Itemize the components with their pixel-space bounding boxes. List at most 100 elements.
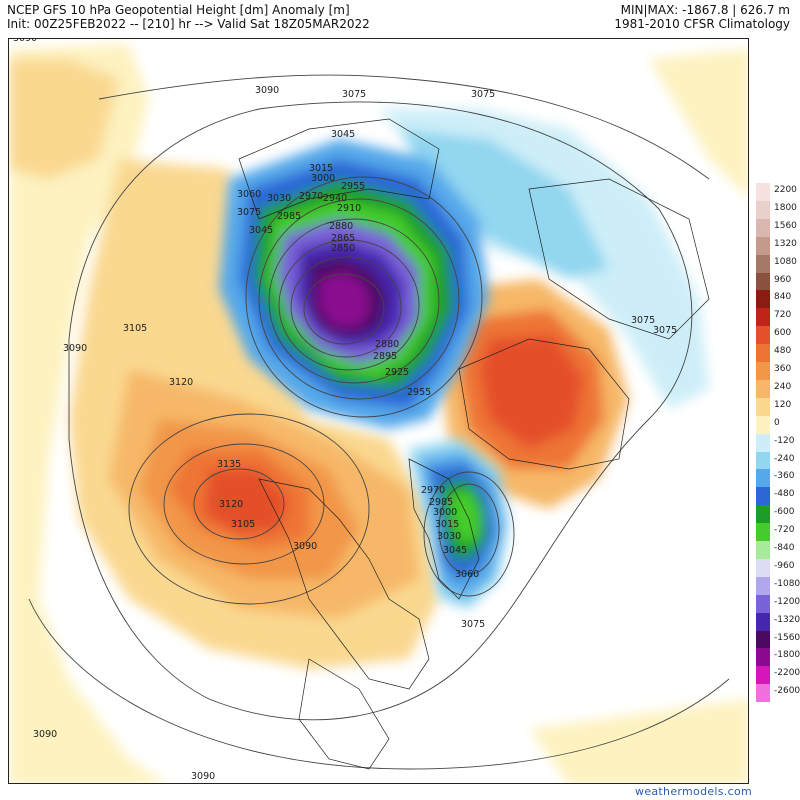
colorbar-swatch: [756, 183, 770, 201]
map-title: NCEP GFS 10 hPa Geopotential Height [dm]…: [7, 3, 350, 17]
colorbar-label: -360: [774, 471, 795, 482]
colorbar-label: 600: [774, 328, 792, 339]
contour-value-label: 2910: [337, 203, 361, 214]
colorbar-swatch: [756, 612, 770, 631]
colorbar-swatch: [756, 290, 770, 309]
colorbar-label: -1200: [774, 596, 800, 607]
colorbar-swatch: [756, 433, 770, 452]
contour-labels: 3090309030903075307530453015300030302985…: [13, 39, 677, 782]
colorbar-label: 2200: [774, 185, 797, 195]
colorbar-label: 1800: [774, 202, 797, 213]
contour-value-label: 3045: [443, 545, 467, 556]
contour-value-label: 3075: [461, 619, 485, 630]
colorbar-label: 720: [774, 310, 792, 321]
colorbar-label: 840: [774, 292, 792, 303]
contour-value-label: 3075: [471, 89, 495, 100]
colorbar-label: -2600: [774, 686, 800, 697]
climatology-label: 1981-2010 CFSR Climatology: [614, 17, 790, 31]
contour-value-label: 3030: [267, 193, 291, 204]
colorbar-swatch: [756, 272, 770, 291]
contour-value-label: 3015: [435, 519, 459, 530]
colorbar-label: 1560: [774, 220, 797, 231]
colorbar-label: -1560: [774, 632, 800, 643]
colorbar-label: -1080: [774, 578, 800, 589]
contour-value-label: 2985: [277, 211, 301, 222]
colorbar-swatch: [756, 236, 770, 255]
contour-value-label: 3045: [249, 225, 273, 236]
colorbar-label: 240: [774, 381, 792, 392]
colorbar-swatch: [756, 254, 770, 273]
contour-value-label: 2880: [375, 339, 399, 350]
contour-value-label: 2970: [421, 485, 445, 496]
negative-anomaly-region: [219, 109, 709, 609]
contour-value-label: 2955: [341, 181, 365, 192]
colorbar-label: -480: [774, 489, 795, 500]
contour-value-label: 2970: [299, 191, 323, 202]
colorbar-swatch: [756, 326, 770, 345]
colorbar-label: -600: [774, 507, 795, 518]
colorbar-label: -2200: [774, 668, 800, 679]
height-contours: [28, 74, 730, 770]
colorbar-label: -1800: [774, 650, 800, 661]
contour-value-label: 2865: [331, 233, 355, 244]
colorbar-swatch: [756, 362, 770, 380]
contour-value-label: 3105: [231, 519, 255, 530]
colorbar-swatch: [756, 451, 770, 470]
colorbar-swatch: [756, 541, 770, 559]
colorbar-label: 480: [774, 346, 792, 357]
contour-value-label: 2850: [331, 243, 355, 254]
colorbar-swatch: [756, 505, 770, 524]
colorbar-label: 1320: [774, 238, 797, 249]
contour-value-label: 2895: [373, 351, 397, 362]
colorbar-swatch: [756, 415, 770, 434]
contour-value-label: 3105: [123, 323, 147, 334]
contour-value-label: 3135: [217, 459, 241, 470]
contour-value-label: 3075: [237, 207, 261, 218]
contour-value-label: 2925: [385, 367, 409, 378]
colorbar-swatch: [756, 308, 770, 327]
colorbar-label: -240: [774, 453, 795, 464]
colorbar-swatch: [756, 648, 770, 667]
colorbar-label: -720: [774, 525, 795, 536]
credit-link[interactable]: weathermodels.com: [635, 785, 752, 798]
colorbar-label: -1320: [774, 614, 800, 625]
contour-value-label: 3120: [219, 499, 243, 510]
contour-value-label: 3090: [293, 541, 317, 552]
contour-value-label: 3090: [63, 343, 87, 354]
contour-value-label: 2880: [329, 221, 353, 232]
colorbar-label: -840: [774, 543, 795, 553]
init-valid-time: Init: 00Z25FEB2022 -- [210] hr --> Valid…: [7, 17, 370, 31]
colorbar-swatch: [756, 469, 770, 488]
colorbar-swatch: [756, 487, 770, 506]
colorbar-swatch: [756, 379, 770, 398]
contour-value-label: 3000: [433, 507, 457, 518]
contour-value-label: 3090: [255, 85, 279, 96]
colorbar-label: 0: [774, 417, 780, 428]
colorbar-swatch: [756, 576, 770, 595]
contour-value-label: 3075: [631, 315, 655, 326]
contour-value-label: 3030: [437, 531, 461, 542]
contour-value-label: 3090: [33, 729, 57, 740]
colorbar-swatch: [756, 558, 770, 577]
colorbar-swatch: [756, 523, 770, 542]
contour-value-label: 2985: [429, 497, 453, 508]
contour-value-label: 3075: [653, 325, 677, 336]
map-panel: 3090309030903075307530453015300030302985…: [8, 38, 749, 784]
colorbar-label: 1080: [774, 256, 797, 267]
min-max-readout: MIN|MAX: -1867.8 | 626.7 m: [620, 3, 790, 17]
colorbar-label: 120: [774, 399, 792, 410]
colorbar-label: -120: [774, 435, 795, 446]
contour-value-label: 3015: [309, 163, 333, 174]
contour-value-label: 3090: [13, 39, 37, 44]
contour-value-label: 3090: [191, 771, 215, 782]
contour-value-label: 3060: [455, 569, 479, 580]
colorbar-swatch: [756, 666, 770, 685]
contour-value-label: 2955: [407, 387, 431, 398]
colorbar-swatch: [756, 218, 770, 237]
colorbar-swatch: [756, 594, 770, 613]
colorbar-swatch: [756, 200, 770, 219]
map-canvas: 3090309030903075307530453015300030302985…: [9, 39, 748, 783]
colorbar-label: 360: [774, 364, 792, 374]
coastlines: [238, 118, 710, 770]
contour-value-label: 3075: [342, 89, 366, 100]
